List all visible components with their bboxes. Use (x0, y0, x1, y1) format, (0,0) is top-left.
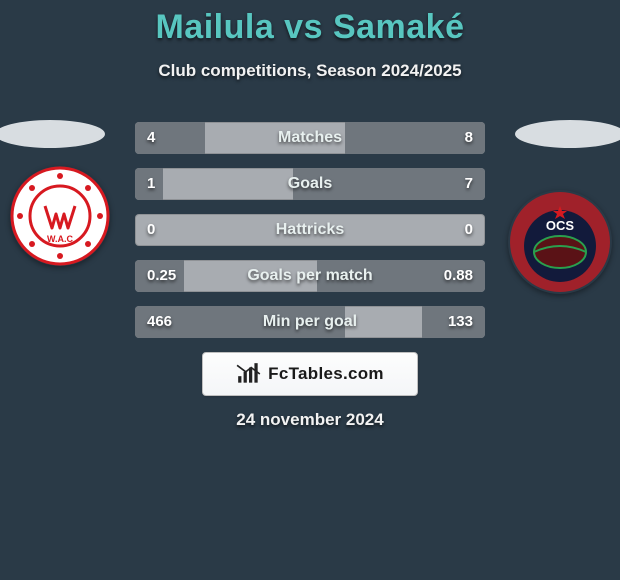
generation-date: 24 november 2024 (0, 410, 620, 430)
comparison-card: Mailula vs Samaké Club competitions, Sea… (0, 0, 620, 580)
svg-text:W.A.C: W.A.C (47, 234, 73, 244)
player-silhouette-shadow (515, 120, 620, 148)
right-club-badge: OCS (508, 190, 612, 294)
stats-bars: Matches48Goals17Hattricks00Goals per mat… (135, 122, 485, 352)
stat-label: Hattricks (135, 214, 485, 246)
stat-row: Min per goal466 133 (135, 306, 485, 338)
stat-row: Goals per match0.250.88 (135, 260, 485, 292)
bar-chart-icon (236, 363, 262, 385)
stat-value-right: 7 (453, 168, 485, 200)
stat-label: Matches (135, 122, 485, 154)
stat-value-right: 8 (453, 122, 485, 154)
left-player-column: W.A.C (0, 120, 120, 266)
stat-value-left: 1 (135, 168, 167, 200)
subtitle: Club competitions, Season 2024/2025 (0, 61, 620, 81)
page-title: Mailula vs Samaké (0, 8, 620, 47)
stat-label: Goals (135, 168, 485, 200)
stat-row: Matches4 8 (135, 122, 485, 154)
player-silhouette-shadow (0, 120, 105, 148)
stat-value-right: 0 (453, 214, 485, 246)
club-crest-icon: W.A.C (10, 166, 110, 266)
stat-value-left: 4 (135, 122, 167, 154)
logo-text: FcTables.com (268, 364, 384, 384)
stat-value-right: 0.88 (432, 260, 485, 292)
fctables-logo[interactable]: FcTables.com (202, 352, 418, 396)
stat-row: Goals1 7 (135, 168, 485, 200)
stat-row: Hattricks0 0 (135, 214, 485, 246)
left-club-badge: W.A.C (10, 166, 110, 266)
right-player-column: OCS (500, 120, 620, 294)
stat-value-left: 0 (135, 214, 167, 246)
stat-value-left: 0.25 (135, 260, 188, 292)
stat-value-right: 133 (436, 306, 485, 338)
stat-value-left: 466 (135, 306, 184, 338)
stat-label: Min per goal (135, 306, 485, 338)
svg-text:OCS: OCS (546, 218, 575, 233)
club-crest-icon: OCS (508, 190, 612, 294)
